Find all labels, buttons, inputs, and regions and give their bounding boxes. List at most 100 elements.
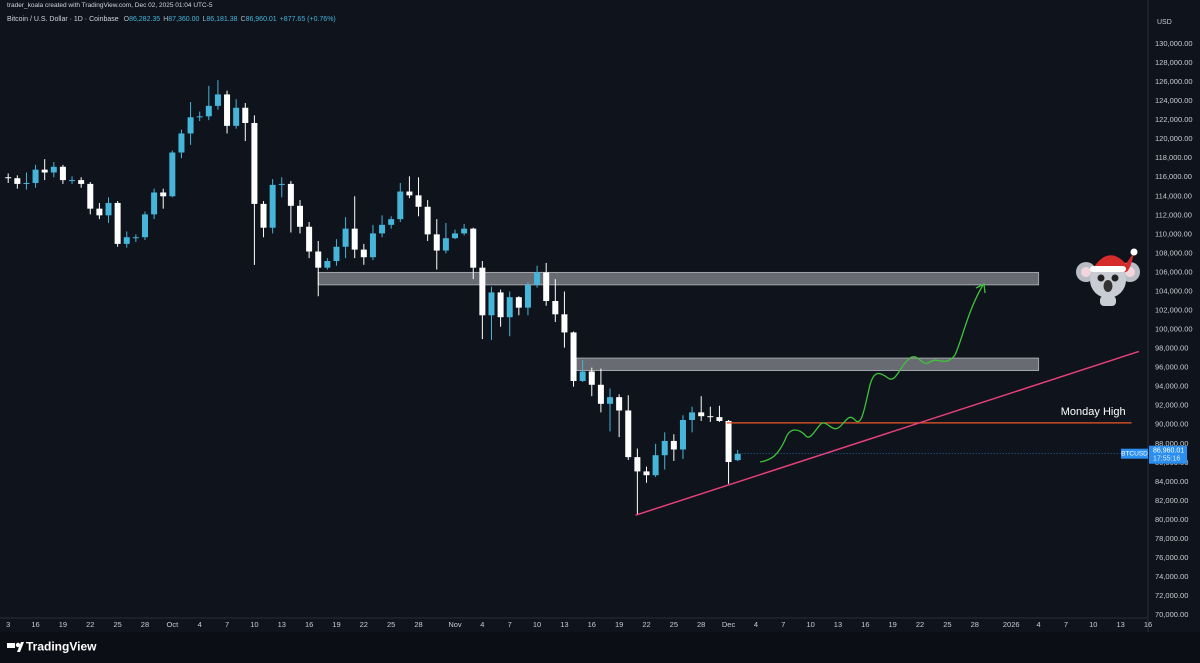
y-tick-label: 108,000.00 <box>1155 248 1193 257</box>
candle-body <box>50 166 57 173</box>
y-tick-label: 72,000.00 <box>1155 591 1188 600</box>
y-tick-label: 100,000.00 <box>1155 325 1193 334</box>
candle-body <box>643 471 650 476</box>
y-tick-label: 102,000.00 <box>1155 306 1193 315</box>
candle-body <box>342 228 349 247</box>
candle-body <box>178 133 185 153</box>
candle-body <box>452 233 459 239</box>
y-tick-label: 88,000.00 <box>1155 439 1188 448</box>
candle-body <box>698 412 705 417</box>
x-tick-label: 13 <box>1116 620 1124 629</box>
x-tick-label: 22 <box>642 620 650 629</box>
y-tick-label: 92,000.00 <box>1155 401 1188 410</box>
candle-body <box>570 332 577 381</box>
candle-body <box>461 228 468 234</box>
trendline <box>635 350 1140 516</box>
candle-body <box>433 234 440 251</box>
x-tick-label: 3 <box>6 620 10 629</box>
candle-body <box>506 297 513 318</box>
candle-body <box>69 180 76 182</box>
candle-body <box>196 116 203 118</box>
x-tick-label: 4 <box>480 620 484 629</box>
x-tick-label: 22 <box>916 620 924 629</box>
candle-body <box>59 166 66 181</box>
candle-body <box>442 238 449 251</box>
candle-body <box>561 314 568 333</box>
candle-body <box>479 267 486 316</box>
candle-body <box>634 457 641 472</box>
candle-body <box>96 208 103 216</box>
candle-body <box>397 191 404 220</box>
price-tag: 86,960.01 <box>1153 448 1184 455</box>
y-tick-label: 82,000.00 <box>1155 496 1188 505</box>
candle-body <box>278 183 285 185</box>
candle-body <box>369 233 376 258</box>
candle-body <box>23 182 30 184</box>
x-tick-label: 7 <box>508 620 512 629</box>
candle-body <box>123 237 130 244</box>
x-tick-label: 10 <box>533 620 541 629</box>
y-tick-label: 90,000.00 <box>1155 420 1188 429</box>
y-tick-label: 70,000.00 <box>1155 610 1188 619</box>
candle-body <box>734 453 741 461</box>
candle-body <box>32 169 39 183</box>
y-tick-label: 118,000.00 <box>1155 153 1192 162</box>
candle-body <box>488 292 495 316</box>
x-tick-label: 16 <box>1144 620 1152 629</box>
y-tick-label: 74,000.00 <box>1155 572 1188 581</box>
x-tick-label: 28 <box>697 620 705 629</box>
y-tick-label: 84,000.00 <box>1155 477 1188 486</box>
candle-body <box>661 440 668 456</box>
candle-body <box>497 292 504 318</box>
candle-body <box>607 397 614 404</box>
candle-body <box>670 440 677 450</box>
x-tick-label: 7 <box>781 620 785 629</box>
currency-label: USD <box>1157 19 1172 26</box>
candle-body <box>105 202 112 216</box>
y-tick-label: 76,000.00 <box>1155 553 1188 562</box>
y-tick-label: 78,000.00 <box>1155 534 1188 543</box>
candle-body <box>725 420 732 463</box>
x-tick-label: 16 <box>31 620 39 629</box>
candle-body <box>360 249 367 258</box>
x-tick-label: 10 <box>806 620 814 629</box>
candle-body <box>224 94 231 126</box>
ohlc-value: 86,960.01 <box>245 16 277 23</box>
candle-body <box>260 203 267 228</box>
x-tick-label: Oct <box>167 620 180 629</box>
x-tick-label: 16 <box>861 620 869 629</box>
x-tick-label: 16 <box>305 620 313 629</box>
level-label: Monday High <box>1061 406 1126 418</box>
y-tick-label: 114,000.00 <box>1155 191 1192 200</box>
price-zone <box>575 357 1040 371</box>
candle-body <box>707 416 714 418</box>
x-tick-label: 28 <box>414 620 422 629</box>
x-tick-label: 19 <box>889 620 897 629</box>
candle-body <box>233 107 240 126</box>
projection-path <box>759 284 984 463</box>
brand-logo <box>7 642 24 652</box>
x-tick-label: 7 <box>225 620 229 629</box>
y-tick-label: 96,000.00 <box>1155 363 1188 372</box>
candle-body <box>114 202 121 244</box>
brand-name: TradingView <box>26 640 97 654</box>
x-tick-label: 25 <box>943 620 951 629</box>
x-tick-label: 13 <box>560 620 568 629</box>
x-tick-label: 19 <box>332 620 340 629</box>
candle-body <box>251 122 258 204</box>
candle-body <box>406 191 413 196</box>
candle-body <box>388 219 395 225</box>
y-tick-label: 94,000.00 <box>1155 382 1188 391</box>
candle-body <box>625 410 632 458</box>
candle-body <box>5 177 12 179</box>
y-tick-label: 112,000.00 <box>1155 210 1192 219</box>
y-tick-label: 130,000.00 <box>1155 39 1193 48</box>
candle-body <box>579 371 586 381</box>
plot-area <box>5 80 1148 516</box>
x-tick-label: 13 <box>278 620 286 629</box>
candle-body <box>652 455 659 476</box>
candle-body <box>379 224 386 234</box>
ohlc-label: H <box>163 16 169 23</box>
